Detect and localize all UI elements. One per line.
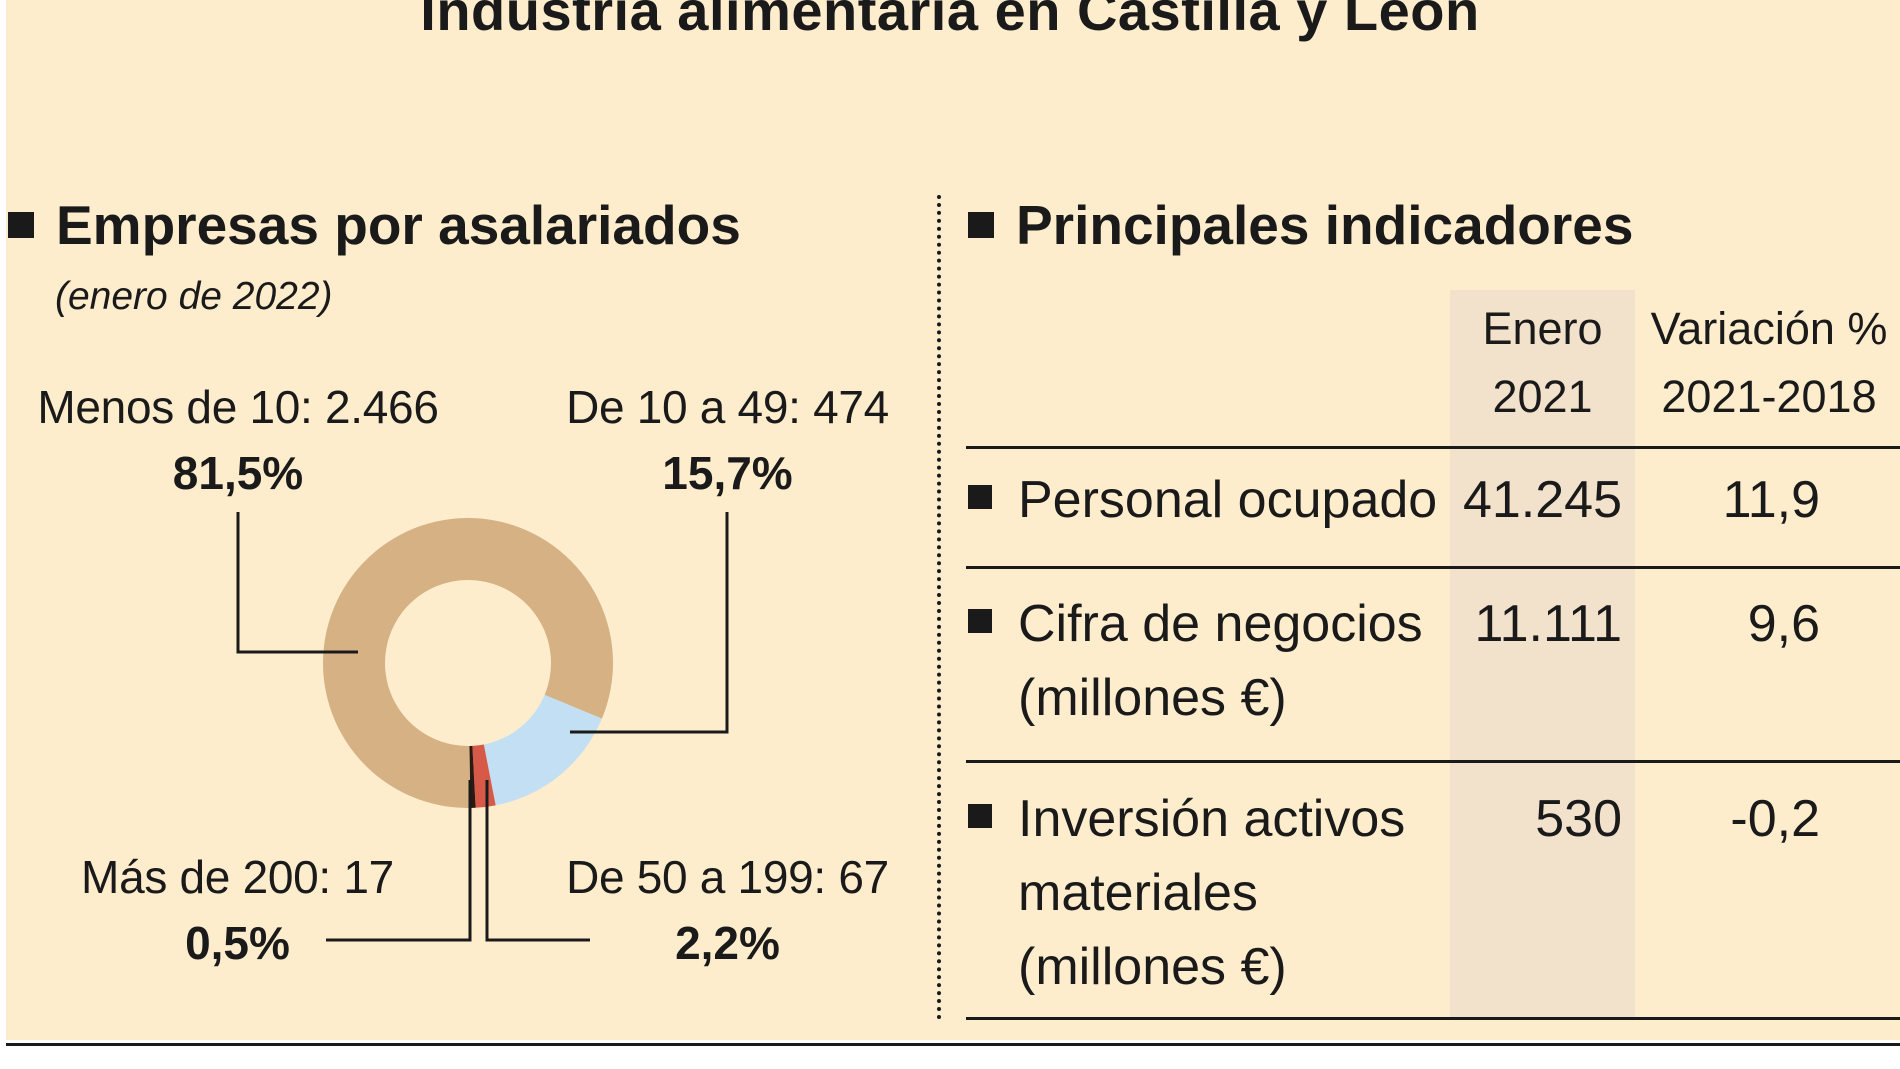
square-bullet-icon (968, 609, 992, 634)
slice-menos-10 (323, 517, 614, 808)
row-label-line: Cifra de negocios (1018, 595, 1423, 653)
leader-line-50-199 (485, 780, 590, 942)
table-row-cifra: Cifra de negocios (millones €) (968, 587, 1423, 735)
left-heading-text: Empresas por asalariados (56, 194, 741, 256)
slice-name: Menos de 10: 2.466 (37, 381, 439, 433)
infographic-title: Industria alimentaria en Castilla y León (420, 0, 1480, 42)
slice-50-199 (472, 744, 496, 808)
column-header-variacion: Variación % 2021-2018 (1638, 295, 1900, 431)
table-rule (966, 566, 1900, 569)
leader-line-10-49 (570, 512, 729, 734)
footer-rule (6, 1043, 1900, 1046)
row-label-line: Inversión activos (1018, 790, 1406, 848)
change-inversion: -0,2 (1730, 790, 1820, 848)
table-row-inversion: Inversión activos materiales (millones €… (968, 782, 1405, 1004)
row-label-line: materiales (1018, 864, 1258, 922)
value-personal-ocupado: 41.245 (1462, 471, 1622, 529)
slice-name: De 10 a 49: 474 (566, 381, 889, 433)
slice-name: De 50 a 199: 67 (566, 851, 889, 903)
slice-label-mas-200: Más de 200: 17 0,5% (60, 850, 415, 970)
row-label-line: (millones €) (1018, 938, 1287, 996)
left-section-heading: Empresas por asalariados (8, 193, 741, 257)
column-header-enero-2021: Enero 2021 (1450, 295, 1635, 431)
slice-percent: 2,2% (675, 917, 780, 969)
table-rule (966, 1017, 1900, 1020)
right-heading-text: Principales indicadores (1016, 194, 1634, 256)
slice-label-10-49: De 10 a 49: 474 15,7% (555, 380, 900, 500)
highlight-column (1450, 290, 1635, 1018)
slice-percent: 15,7% (662, 447, 793, 499)
table-rule (966, 446, 1900, 449)
section-divider (937, 195, 941, 1020)
value-inversion: 530 (1535, 790, 1622, 848)
table-row-personal: Personal ocupado (968, 463, 1437, 537)
leader-line-mas-200 (326, 780, 472, 942)
slice-label-menos-10: Menos de 10: 2.466 81,5% (28, 380, 448, 500)
column-header-line: 2021-2018 (1661, 371, 1877, 422)
left-section-subheading: (enero de 2022) (55, 275, 333, 318)
leader-line-menos-10 (236, 512, 358, 654)
change-cifra-negocios: 9,6 (1747, 595, 1820, 653)
square-bullet-icon (968, 804, 992, 829)
row-label-line: Personal ocupado (1018, 471, 1438, 529)
slice-10-49 (483, 694, 602, 806)
table-rule (966, 760, 1900, 763)
square-bullet-icon (8, 212, 34, 239)
square-bullet-icon (968, 485, 992, 510)
square-bullet-icon (968, 212, 994, 239)
row-label-line: (millones €) (1018, 669, 1287, 727)
right-section-heading: Principales indicadores (968, 193, 1633, 257)
slice-percent: 0,5% (185, 917, 290, 969)
slice-name: Más de 200: 17 (81, 851, 394, 903)
column-header-line: Enero (1482, 303, 1603, 354)
slice-label-50-199: De 50 a 199: 67 2,2% (555, 850, 900, 970)
slice-percent: 81,5% (172, 447, 304, 499)
value-cifra-negocios: 11.111 (1474, 595, 1622, 653)
column-header-line: Variación % (1650, 303, 1888, 354)
change-personal-ocupado: 11,9 (1722, 471, 1820, 529)
column-header-line: 2021 (1492, 371, 1593, 422)
